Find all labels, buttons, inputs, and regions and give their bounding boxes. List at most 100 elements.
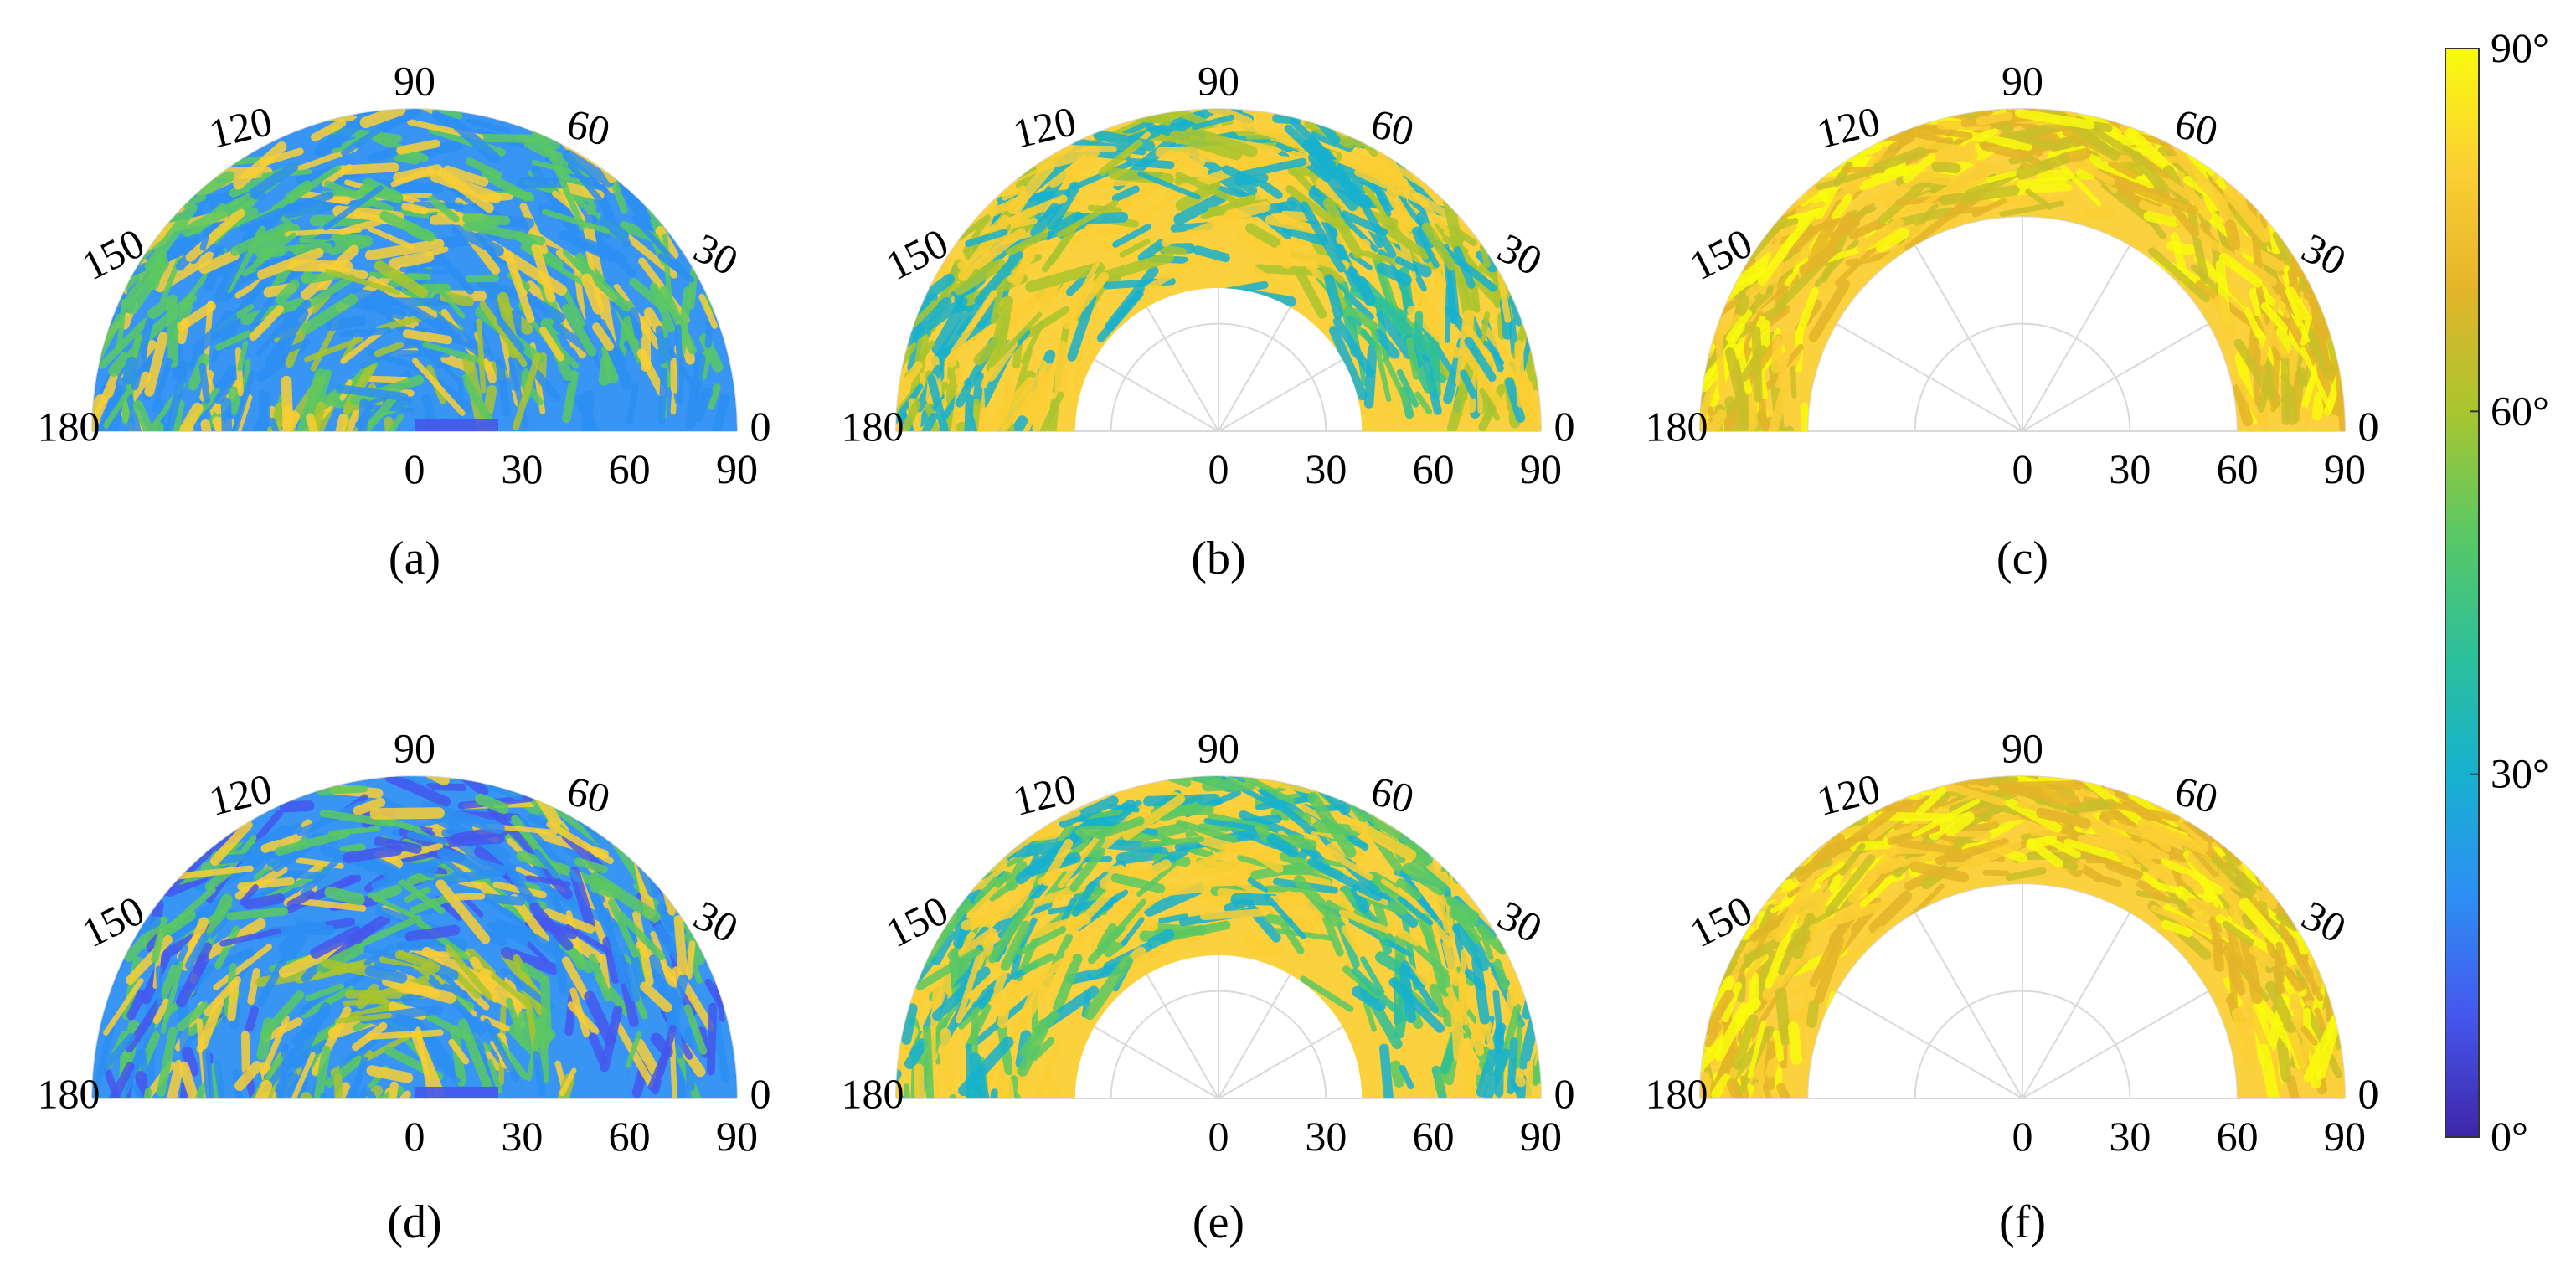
radial-tick-label: 0 xyxy=(404,445,425,492)
angular-tick-label: 0 xyxy=(750,403,770,450)
angular-tick-label: 90 xyxy=(1198,724,1239,771)
data-mark xyxy=(1384,1048,1388,1098)
data-mark xyxy=(976,430,1009,496)
data-mark xyxy=(1538,1016,1548,1063)
data-mark xyxy=(319,145,339,147)
data-mark xyxy=(2285,361,2286,421)
radial-tick-label: 90 xyxy=(2324,445,2366,492)
radial-tick-label: 60 xyxy=(2217,445,2259,492)
radial-tick-label: 30 xyxy=(501,445,543,492)
data-mark xyxy=(1721,430,1750,489)
data-mark xyxy=(245,1035,246,1069)
data-mark xyxy=(2042,175,2067,176)
data-mark xyxy=(691,269,694,306)
data-mark xyxy=(1794,1027,1797,1060)
data-mark xyxy=(1271,899,1300,900)
data-mark xyxy=(1110,806,1137,810)
angular-tick-label: 0 xyxy=(750,1070,770,1117)
radial-tick-label: 0 xyxy=(404,1113,425,1160)
data-mark xyxy=(595,887,615,893)
angular-tick-label: 90 xyxy=(2002,724,2043,771)
data-mark xyxy=(2021,181,2063,184)
data-mark xyxy=(1479,378,1480,411)
data-mark xyxy=(430,787,462,788)
data-mark xyxy=(1753,381,1754,425)
data-mark xyxy=(1362,282,1370,301)
angular-tick-label: 180 xyxy=(841,1070,904,1118)
data-mark xyxy=(345,1001,385,1003)
data-mark xyxy=(321,789,363,791)
data-mark xyxy=(377,890,397,897)
data-mark xyxy=(478,138,537,139)
data-mark xyxy=(1254,953,1278,954)
angular-tick-label: 90 xyxy=(1198,57,1239,104)
data-mark xyxy=(1002,1005,1006,1024)
radial-tick-label: 60 xyxy=(609,445,651,492)
data-mark xyxy=(1781,993,1785,1040)
data-mark xyxy=(372,1071,408,1078)
data-mark xyxy=(330,893,358,900)
angular-tick-label: 60 xyxy=(563,767,615,822)
panel-label: (d) xyxy=(387,1196,441,1248)
data-mark xyxy=(925,423,946,492)
data-mark xyxy=(2042,779,2069,780)
data-mark xyxy=(457,896,482,897)
data-mark xyxy=(153,255,161,284)
radial-tick-label: 30 xyxy=(2109,1113,2151,1160)
data-mark xyxy=(970,1098,971,1129)
data-mark xyxy=(667,893,672,912)
data-mark xyxy=(962,427,969,471)
data-mark xyxy=(410,930,455,937)
data-mark xyxy=(369,1032,440,1037)
data-mark xyxy=(290,431,312,495)
data-mark xyxy=(2291,1080,2295,1098)
angular-tick-label: 60 xyxy=(563,100,615,155)
data-mark xyxy=(708,322,709,345)
data-mark xyxy=(2323,298,2329,337)
radial-tick-label: 0 xyxy=(2012,1113,2033,1160)
data-mark xyxy=(1204,913,1263,917)
data-mark xyxy=(1804,407,1806,441)
data-mark xyxy=(1060,347,1062,395)
data-mark xyxy=(188,428,190,455)
data-mark xyxy=(953,1098,961,1129)
data-mark xyxy=(267,395,268,426)
data-mark xyxy=(250,1011,255,1028)
data-mark xyxy=(1980,116,2008,121)
data-mark xyxy=(1033,429,1038,503)
data-mark xyxy=(990,1093,995,1152)
data-mark xyxy=(1936,94,1987,112)
data-mark xyxy=(634,311,639,336)
data-mark xyxy=(1086,182,1141,185)
colorbar-tick-label: 60° xyxy=(2491,387,2549,434)
data-mark xyxy=(675,363,676,388)
panel-label: (c) xyxy=(1996,532,2048,584)
data-mark xyxy=(371,1095,389,1136)
data-mark xyxy=(150,427,159,470)
data-mark xyxy=(709,288,711,310)
radial-tick-label: 0 xyxy=(2012,445,2033,492)
data-mark xyxy=(1949,864,1981,865)
angular-tick-label: 90 xyxy=(394,724,435,771)
data-mark xyxy=(391,1086,394,1110)
data-mark xyxy=(402,270,445,272)
data-mark xyxy=(1404,970,1410,1018)
radial-tick-label: 0 xyxy=(1208,445,1229,492)
data-mark xyxy=(1741,980,1742,999)
data-mark xyxy=(373,152,394,157)
data-mark xyxy=(2280,945,2285,962)
data-mark xyxy=(1153,934,1169,943)
angular-tick-label: 60 xyxy=(2171,100,2223,155)
data-mark xyxy=(1469,1066,1470,1093)
data-mark xyxy=(2230,225,2235,244)
panel-label: (b) xyxy=(1191,532,1245,584)
radial-tick-label: 30 xyxy=(1305,1113,1347,1160)
colorbar-gradient xyxy=(2445,49,2479,1137)
angular-tick-label: 60 xyxy=(2171,767,2223,822)
radial-tick-label: 60 xyxy=(609,1113,651,1160)
data-mark xyxy=(1395,1066,1399,1083)
data-mark xyxy=(285,805,309,807)
